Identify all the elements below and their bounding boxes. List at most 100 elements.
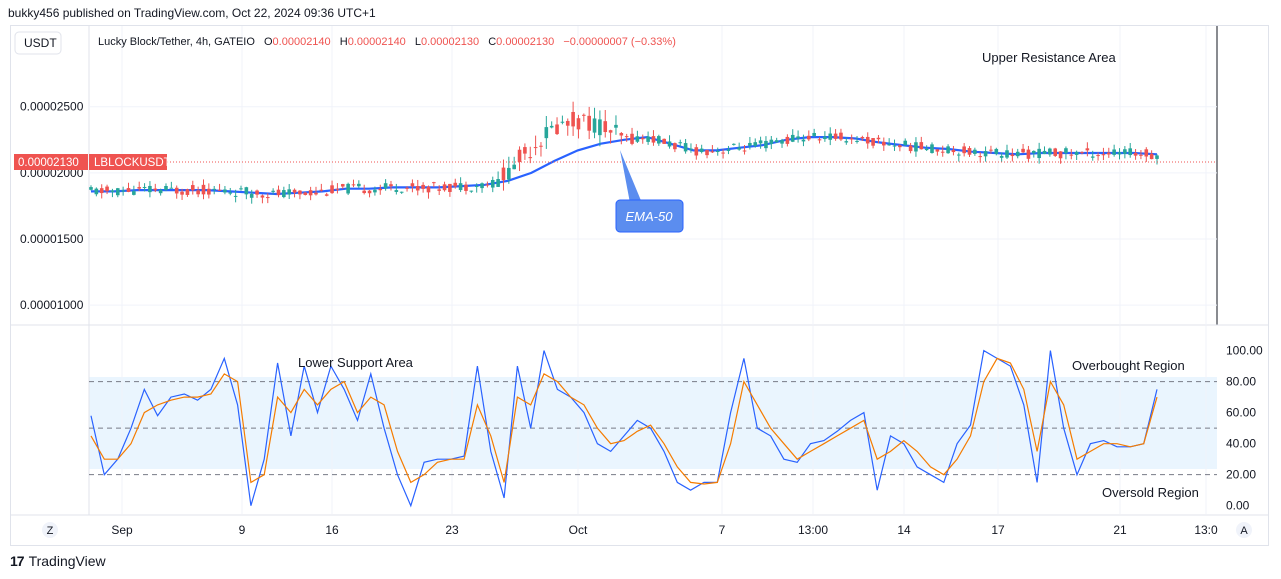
x-tick-label: 16 xyxy=(325,523,339,537)
candle-body xyxy=(769,139,774,144)
candle-body xyxy=(1123,149,1127,154)
candle-body xyxy=(1101,154,1106,156)
candle-body xyxy=(378,188,383,191)
candle-body xyxy=(790,134,795,142)
candle-body xyxy=(807,135,811,140)
candle-body xyxy=(844,141,849,143)
candle-body xyxy=(458,183,463,191)
candle-body xyxy=(373,189,377,193)
candle-body xyxy=(876,137,881,140)
candle-body xyxy=(737,147,741,150)
x-tick-label: 17 xyxy=(991,523,1005,537)
auto-scale-button[interactable] xyxy=(1236,522,1252,538)
candle-body xyxy=(271,190,275,192)
candle-body xyxy=(512,164,516,170)
x-tick-label: 14 xyxy=(897,523,911,537)
candle-body xyxy=(796,136,800,139)
candle-body xyxy=(930,144,934,154)
grid-lines xyxy=(89,26,1217,514)
candle-body xyxy=(148,185,152,193)
x-tick-label: 7 xyxy=(719,523,726,537)
currency-label: USDT xyxy=(24,36,57,50)
candle-body xyxy=(1005,150,1009,158)
candle-body xyxy=(1117,152,1122,155)
candle-body xyxy=(517,149,522,162)
last-price-badge xyxy=(14,154,88,170)
candle-body xyxy=(1026,149,1031,159)
candle-body xyxy=(432,182,436,184)
candle-body xyxy=(1048,148,1052,155)
candle-body xyxy=(823,136,827,140)
candle-body xyxy=(935,149,940,152)
candle-body xyxy=(442,184,447,191)
price-tick-label: 0.00001000 xyxy=(20,298,84,312)
currency-badge[interactable] xyxy=(14,31,62,55)
candle-body xyxy=(630,133,634,144)
candle-body xyxy=(383,183,388,189)
stoch-band xyxy=(89,377,1217,469)
candle-body xyxy=(501,167,506,181)
x-tick-label: 21 xyxy=(1113,523,1127,537)
ema-callout-pointer xyxy=(620,150,642,203)
timezone-button[interactable] xyxy=(42,522,58,538)
candle-body xyxy=(694,147,699,156)
candle-body xyxy=(132,191,136,195)
x-tick-label: 13:0 xyxy=(1194,523,1218,537)
candle-body xyxy=(962,146,966,154)
price-tick-label: 0.00001500 xyxy=(20,232,84,246)
candle-body xyxy=(260,195,265,198)
candle-body xyxy=(308,190,313,196)
candle-body xyxy=(174,187,179,194)
candle-body xyxy=(164,185,168,190)
candle-body xyxy=(153,188,158,191)
candle-body xyxy=(276,189,281,196)
candle-body xyxy=(212,188,217,190)
candle-body xyxy=(340,184,345,187)
candle-body xyxy=(673,143,677,150)
stoch-k-line xyxy=(90,349,1158,508)
candle-body xyxy=(619,133,624,136)
x-tick-label: 9 xyxy=(239,523,246,537)
candle-body xyxy=(785,136,790,144)
brand-name: TradingView xyxy=(28,553,106,569)
candle-body xyxy=(764,140,768,149)
candle-body xyxy=(657,136,661,144)
oversold-label: Oversold Region xyxy=(1102,485,1199,500)
candle-body xyxy=(892,145,897,147)
candle-body xyxy=(651,136,656,143)
candle-body xyxy=(667,141,672,147)
candle-body xyxy=(1139,154,1143,156)
candle-body xyxy=(180,191,184,195)
candle-body xyxy=(217,189,222,191)
chart-frame xyxy=(10,25,1269,546)
candle-body xyxy=(399,191,404,193)
candle-body xyxy=(903,140,908,146)
candle-body xyxy=(330,185,334,194)
candle-body xyxy=(565,120,570,126)
candle-body xyxy=(223,189,227,193)
candle-body xyxy=(973,149,977,154)
candle-body xyxy=(335,188,340,190)
candle-body xyxy=(956,154,961,156)
candle-body xyxy=(1085,148,1090,151)
candle-body xyxy=(855,140,859,142)
candle-body xyxy=(89,187,93,190)
ema-50-series xyxy=(91,135,1158,196)
candle-body xyxy=(908,145,913,152)
candle-body xyxy=(849,138,854,140)
candle-body xyxy=(1058,151,1063,159)
candle-body xyxy=(582,114,586,116)
candle-body xyxy=(287,189,292,195)
candle-body xyxy=(324,194,329,196)
candle-body xyxy=(319,189,324,191)
candle-body xyxy=(989,149,993,151)
candle-body xyxy=(576,118,581,130)
candle-body xyxy=(1128,148,1133,156)
candle-body xyxy=(239,188,243,190)
candle-body xyxy=(201,184,206,195)
last-price-label: 0.00002130 xyxy=(18,157,79,169)
candle-body xyxy=(780,140,784,144)
candle-body xyxy=(560,121,565,123)
candle-body xyxy=(699,148,704,153)
